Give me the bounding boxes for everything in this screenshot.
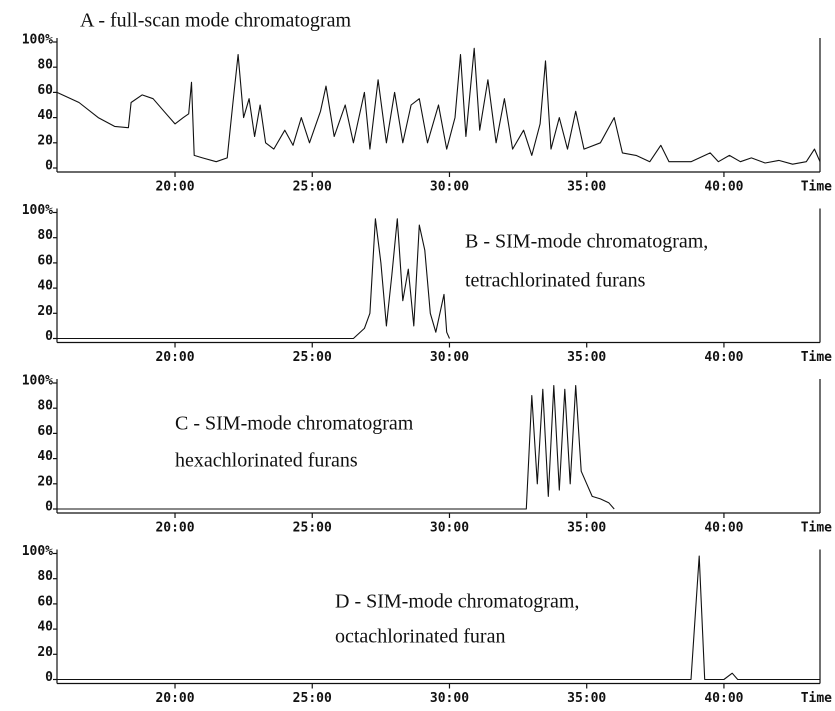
y-tick-label: 60 <box>37 83 53 98</box>
x-tick-label: 40:00 <box>704 691 743 706</box>
y-tick-label: 100% <box>22 203 53 218</box>
y-tick-label: 60 <box>37 424 53 439</box>
y-tick-label: 0 <box>45 670 53 685</box>
x-tick-label: 20:00 <box>155 350 194 365</box>
x-tick-label: 40:00 <box>704 521 743 536</box>
x-tick-label: 25:00 <box>293 521 332 536</box>
y-tick-label: 60 <box>37 253 53 268</box>
y-tick-label: 40 <box>37 449 53 464</box>
y-tick-label: 40 <box>37 620 53 635</box>
y-tick-label: 80 <box>37 399 53 414</box>
x-tick-label: 40:00 <box>704 350 743 365</box>
y-tick-label: 80 <box>37 228 53 243</box>
panel-annotation: hexachlorinated furans <box>175 450 358 472</box>
x-tick-label: 35:00 <box>567 691 606 706</box>
y-tick-label: 100% <box>22 374 53 389</box>
panel-annotation: tetrachlorinated furans <box>465 270 646 292</box>
panel-annotation: B - SIM-mode chromatogram, <box>465 231 708 253</box>
panel-annotation: C - SIM-mode chromatogram <box>175 413 414 435</box>
chromatogram-trace <box>56 47 821 165</box>
y-tick-label: 20 <box>37 304 53 319</box>
x-tick-label: 30:00 <box>430 691 469 706</box>
x-tick-label: 25:00 <box>293 691 332 706</box>
x-tick-label: 20:00 <box>155 521 194 536</box>
panel-annotation: D - SIM-mode chromatogram, <box>335 591 579 613</box>
x-axis-label: Time <box>801 691 832 706</box>
chromatogram-trace <box>57 218 451 340</box>
x-tick-label: 30:00 <box>430 180 469 195</box>
y-tick-label: 80 <box>37 58 53 73</box>
x-tick-label: 20:00 <box>155 180 194 195</box>
y-tick-label: 100% <box>22 33 53 48</box>
panel-annotation: A - full-scan mode chromatogram <box>80 10 351 32</box>
x-tick-label: 30:00 <box>430 521 469 536</box>
x-tick-label: 35:00 <box>567 180 606 195</box>
panel-annotation: octachlorinated furan <box>335 626 505 648</box>
y-tick-label: 40 <box>37 108 53 123</box>
x-tick-label: 35:00 <box>567 350 606 365</box>
y-tick-label: 0 <box>45 159 53 174</box>
y-tick-label: 80 <box>37 569 53 584</box>
x-tick-label: 25:00 <box>293 350 332 365</box>
chromatogram-trace <box>57 555 820 681</box>
y-tick-label: 20 <box>37 474 53 489</box>
x-axis-label: Time <box>801 350 832 365</box>
y-tick-label: 100% <box>22 544 53 559</box>
y-tick-label: 20 <box>37 645 53 660</box>
x-axis-label: Time <box>801 521 832 536</box>
x-tick-label: 40:00 <box>704 180 743 195</box>
y-tick-label: 40 <box>37 279 53 294</box>
x-axis-label: Time <box>801 180 832 195</box>
y-tick-label: 60 <box>37 594 53 609</box>
x-tick-label: 20:00 <box>155 691 194 706</box>
x-tick-label: 30:00 <box>430 350 469 365</box>
y-tick-label: 0 <box>45 500 53 515</box>
x-tick-label: 35:00 <box>567 521 606 536</box>
y-tick-label: 20 <box>37 133 53 148</box>
chromatogram-trace <box>57 384 615 510</box>
x-tick-label: 25:00 <box>293 180 332 195</box>
y-tick-label: 0 <box>45 329 53 344</box>
